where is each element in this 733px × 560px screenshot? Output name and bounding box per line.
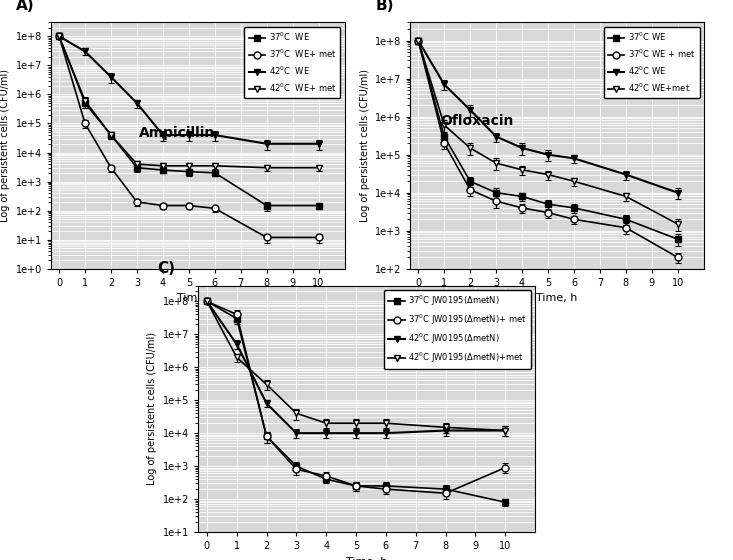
X-axis label: Time, h: Time, h — [177, 293, 218, 304]
Text: Ofloxacin: Ofloxacin — [440, 114, 513, 128]
X-axis label: Time, h: Time, h — [346, 557, 387, 560]
Legend: 37$^0$C WE, 37$^0$C WE + met, 42$^0$C WE, 42$^0$C WE+met: 37$^0$C WE, 37$^0$C WE + met, 42$^0$C WE… — [604, 26, 699, 98]
Y-axis label: Log of persistent cells (CFU/ml): Log of persistent cells (CFU/ml) — [0, 69, 10, 222]
Y-axis label: Log of persistent cells (CFU/ml): Log of persistent cells (CFU/ml) — [147, 332, 157, 486]
X-axis label: Time, h: Time, h — [537, 293, 578, 304]
Legend: 37$^0$C JW0195($\Delta$metN), 37$^0$C JW0195($\Delta$metN)+ met, 42$^0$C JW0195(: 37$^0$C JW0195($\Delta$metN), 37$^0$C JW… — [384, 290, 531, 370]
Text: C): C) — [158, 261, 175, 276]
Y-axis label: Log of persistent cells (CFU/ml): Log of persistent cells (CFU/ml) — [359, 69, 369, 222]
Text: B): B) — [375, 0, 394, 12]
Text: Ampicillin: Ampicillin — [139, 126, 216, 140]
Legend: 37$^0$C  WE, 37$^0$C  WE+ met, 42$^0$C  WE, 42$^0$C  WE+ met: 37$^0$C WE, 37$^0$C WE+ met, 42$^0$C WE,… — [245, 26, 340, 98]
Text: A): A) — [16, 0, 34, 12]
